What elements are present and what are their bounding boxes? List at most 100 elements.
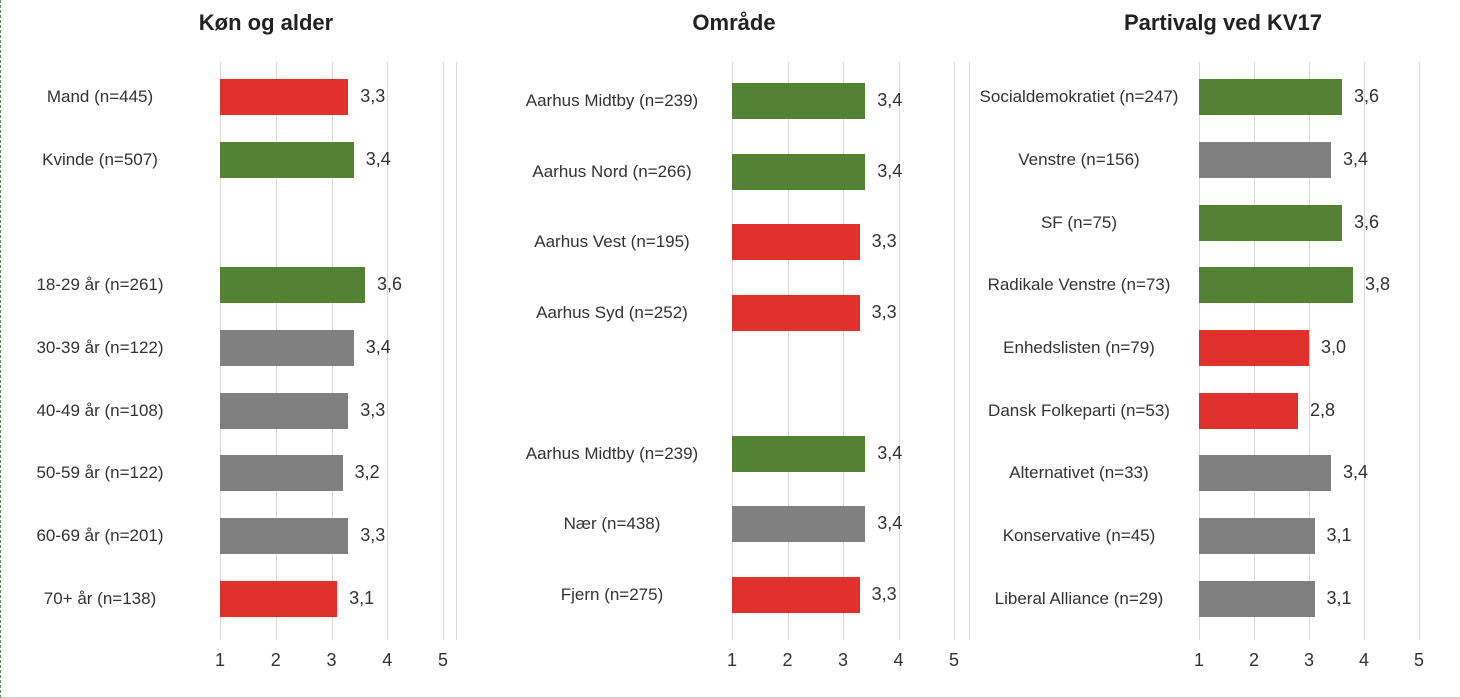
x-tick-label: 5 [437, 650, 448, 670]
grid-line [732, 62, 733, 640]
value-label: 3,4 [877, 160, 903, 181]
x-tick-label: 5 [948, 650, 959, 670]
bar [732, 224, 860, 261]
category-label: Aarhus Nord (n=266) [532, 161, 692, 181]
x-tick-label: 2 [782, 650, 793, 670]
bar [1199, 204, 1342, 241]
grid-line [1419, 62, 1420, 640]
panel-title: Område [692, 10, 776, 35]
grid-line [843, 62, 844, 640]
value-label: 3,4 [365, 149, 391, 169]
value-label: 3,6 [1354, 86, 1380, 107]
bar [732, 153, 866, 190]
value-label: 3,1 [349, 587, 375, 608]
bar [732, 435, 866, 472]
bar [1199, 79, 1342, 116]
value-label: 3,3 [871, 583, 897, 604]
bar [732, 506, 866, 543]
bar [1199, 142, 1331, 178]
value-label: 3,3 [360, 399, 386, 420]
value-label: 3,3 [360, 525, 386, 545]
grid-line [1364, 62, 1365, 640]
category-label: Venstre (n=156) [1018, 150, 1140, 169]
bar [732, 83, 866, 120]
category-label: 50-59 år (n=122) [36, 463, 164, 483]
grid-line [1309, 62, 1310, 640]
category-label: Nær (n=438) [563, 514, 661, 534]
value-label: 2,8 [1310, 399, 1336, 420]
panel-title: Partivalg ved KV17 [1123, 10, 1323, 35]
value-label: 3,0 [1321, 337, 1347, 357]
bar [732, 294, 860, 331]
panel-title: Køn og alder [198, 10, 334, 35]
value-label: 3,8 [1365, 274, 1391, 295]
x-tick-label: 4 [382, 650, 393, 670]
bar [1199, 580, 1315, 617]
value-label: 3,6 [376, 274, 402, 295]
x-tick-label: 2 [1248, 650, 1259, 670]
bar [1199, 330, 1309, 366]
bar [220, 330, 354, 366]
x-tick-label: 1 [1193, 650, 1204, 670]
grid-line [898, 62, 900, 640]
category-label: Kvinde (n=507) [42, 150, 158, 169]
category-label: Aarhus Midtby (n=239) [525, 91, 699, 111]
value-label: 3,3 [360, 86, 386, 107]
separator [969, 62, 970, 640]
value-label: 3,4 [877, 90, 903, 111]
bar [220, 79, 349, 116]
grid-line [443, 62, 444, 640]
value-label: 3,4 [877, 513, 903, 534]
bar [220, 518, 349, 554]
category-label: Mand (n=445) [46, 87, 154, 107]
value-label: 3,3 [871, 301, 897, 322]
bar [220, 142, 354, 178]
category-label: Aarhus Midtby (n=239) [525, 443, 699, 463]
value-label: 3,1 [1326, 525, 1352, 545]
value-label: 3,6 [1354, 211, 1380, 232]
value-label: 3,4 [1343, 149, 1369, 169]
bar [220, 267, 365, 304]
x-tick-label: 3 [1303, 650, 1314, 670]
category-label: 18-29 år (n=261) [36, 275, 164, 295]
bar [220, 392, 349, 429]
category-label: Fjern (n=275) [560, 584, 664, 604]
value-label: 3,4 [877, 442, 903, 463]
category-label: 40-49 år (n=108) [36, 400, 164, 420]
value-label: 3,1 [1326, 587, 1352, 608]
bar [1199, 455, 1331, 492]
x-tick-label: 2 [270, 650, 281, 670]
category-label: Enhedslisten (n=79) [1003, 338, 1155, 357]
category-label: Dansk Folkeparti (n=53) [988, 400, 1170, 420]
bar [220, 580, 338, 617]
grid-line [954, 62, 955, 640]
value-label: 3,4 [365, 337, 391, 357]
category-label: Aarhus Syd (n=252) [536, 302, 688, 322]
value-label: 3,4 [1343, 462, 1369, 483]
x-tick-label: 3 [837, 650, 848, 670]
grid-line [787, 62, 789, 640]
x-tick-label: 4 [893, 650, 904, 670]
x-tick-label: 5 [1413, 650, 1424, 670]
x-tick-label: 1 [214, 650, 225, 670]
separator [456, 62, 457, 640]
value-label: 3,2 [354, 462, 380, 483]
bar [1199, 518, 1315, 554]
bar [1199, 267, 1353, 304]
grid-line [387, 62, 389, 640]
x-tick-label: 1 [726, 650, 737, 670]
category-label: Alternativet (n=33) [1009, 463, 1149, 483]
category-label: Socialdemokratiet (n=247) [979, 87, 1179, 107]
category-label: 30-39 år (n=122) [36, 338, 164, 357]
category-label: Konservative (n=45) [1002, 526, 1156, 545]
category-label: 60-69 år (n=201) [36, 526, 164, 545]
bar [732, 576, 860, 613]
category-label: Radikale Venstre (n=73) [987, 275, 1171, 295]
category-label: Aarhus Vest (n=195) [534, 232, 690, 252]
bar [1199, 392, 1298, 429]
x-tick-label: 4 [1358, 650, 1369, 670]
value-label: 3,3 [871, 231, 897, 252]
x-tick-label: 3 [326, 650, 337, 670]
category-label: SF (n=75) [1040, 212, 1118, 232]
